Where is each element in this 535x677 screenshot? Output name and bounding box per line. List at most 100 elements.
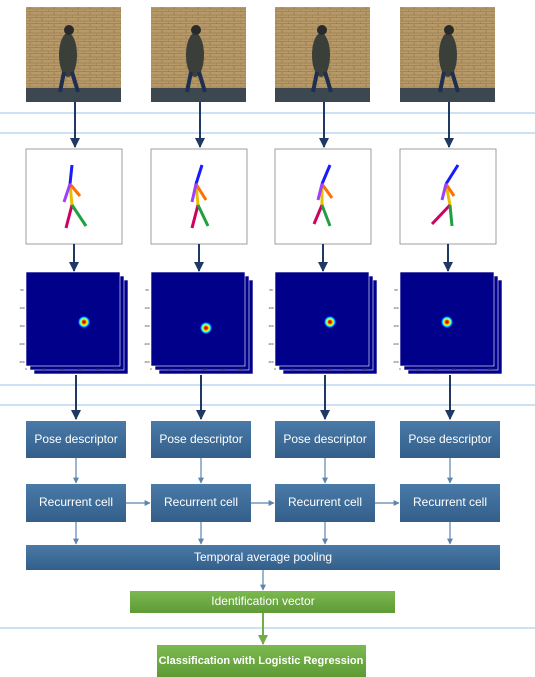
heatmap-peak <box>200 322 212 334</box>
skeleton-limb <box>190 204 200 229</box>
heatmap-tick: 0 <box>399 367 401 371</box>
recurrent-cell-box <box>151 484 251 522</box>
skeleton-limb <box>430 203 452 226</box>
skeleton-limb <box>320 183 334 199</box>
heatmap-tick: 50 <box>42 367 46 371</box>
heatmap-tick: 0 <box>25 367 27 371</box>
skeleton-limb <box>196 204 210 227</box>
heatmap-tick: 250 <box>268 360 273 364</box>
heatmap-tick: 150 <box>19 324 24 328</box>
heatmap-tick: 100 <box>184 367 189 371</box>
heatmap-tick: 50 <box>416 367 420 371</box>
pose-descriptor-label: Pose descriptor <box>159 432 242 446</box>
heatmap-tick: 100 <box>308 367 313 371</box>
pooling-box <box>26 545 500 570</box>
heatmap-tick: 150 <box>268 324 273 328</box>
person <box>439 33 457 77</box>
recurrent-cell-box <box>275 484 375 522</box>
heatmap-tick: 200 <box>19 342 24 346</box>
person <box>59 33 77 77</box>
person-head <box>191 25 201 35</box>
pose-descriptor-box <box>151 421 251 458</box>
heatmap-peak <box>324 316 336 328</box>
separator-lines <box>0 112 535 629</box>
pose-descriptor-label: Pose descriptor <box>283 432 366 446</box>
heatmap-tick: 50 <box>291 367 295 371</box>
skeleton-limb <box>448 204 454 227</box>
identification-label: Identification vector <box>211 594 314 608</box>
heatmap-tick: 250 <box>113 367 118 371</box>
heatmap-tick: 250 <box>393 360 398 364</box>
heatmap-tick: 200 <box>220 367 225 371</box>
recurrent-cell-box <box>26 484 126 522</box>
person <box>186 33 204 77</box>
classification-label: Classification with Logistic Regression <box>159 655 364 667</box>
heatmap-tick: 250 <box>362 367 367 371</box>
skeleton-limb <box>194 183 208 201</box>
recurrent-cell-box <box>400 484 500 522</box>
heatmap-tick: 100 <box>393 306 398 310</box>
heatmap-tick: 50 <box>394 288 398 292</box>
heatmap-tick: 200 <box>95 367 100 371</box>
heatmap <box>150 271 246 367</box>
heatmap-tick: 250 <box>487 367 492 371</box>
heatmap-tick: 200 <box>469 367 474 371</box>
heatmap-tick: 100 <box>144 306 149 310</box>
skeleton-limb <box>312 204 324 225</box>
person-head <box>317 25 327 35</box>
heatmap-tick: 50 <box>167 367 171 371</box>
skeleton-limb <box>62 183 72 203</box>
skeleton-limb <box>320 204 332 227</box>
skeleton-limb <box>194 164 204 185</box>
heatmap-tick: 150 <box>77 367 82 371</box>
heatmap <box>25 271 121 367</box>
heatmap-tick: 100 <box>19 306 24 310</box>
skeleton-limb <box>316 183 324 201</box>
heatmap-peak <box>441 316 453 328</box>
person-legs <box>311 71 333 93</box>
heatmap-tick: 200 <box>344 367 349 371</box>
heatmap-peak <box>78 316 90 328</box>
heatmap-tick: 250 <box>238 367 243 371</box>
heatmap-tick: 0 <box>150 367 152 371</box>
skeleton-box <box>150 148 248 245</box>
classification-box <box>157 645 366 677</box>
heatmap-tick: 250 <box>144 360 149 364</box>
person-legs <box>438 71 460 93</box>
person-legs <box>185 71 207 93</box>
person-head <box>444 25 454 35</box>
heatmap-tick: 150 <box>144 324 149 328</box>
recurrent-cell-label: Recurrent cell <box>164 495 238 509</box>
skeleton-limb <box>68 164 74 185</box>
skeleton-limb <box>64 204 74 229</box>
pose-descriptor-box <box>26 421 126 458</box>
skeleton-limb <box>190 183 198 203</box>
heatmap-tick: 100 <box>268 306 273 310</box>
photo-floor <box>151 88 246 102</box>
pose-descriptor-box <box>275 421 375 458</box>
skeleton-limb <box>444 183 456 197</box>
person-legs <box>58 71 80 93</box>
heatmap <box>274 271 370 367</box>
recurrent-cell-label: Recurrent cell <box>288 495 362 509</box>
photo-floor <box>400 88 495 102</box>
recurrent-cell-label: Recurrent cell <box>39 495 113 509</box>
heatmap-tick: 50 <box>20 288 24 292</box>
photo-floor <box>26 88 121 102</box>
skeleton-box <box>25 148 123 245</box>
recurrent-cell-label: Recurrent cell <box>413 495 487 509</box>
skeleton-limb <box>440 183 448 201</box>
photo-floor <box>275 88 370 102</box>
heatmap-tick: 150 <box>393 324 398 328</box>
heatmap-tick: 200 <box>144 342 149 346</box>
heatmap-tick: 250 <box>19 360 24 364</box>
identification-box <box>130 591 395 613</box>
pooling-label: Temporal average pooling <box>194 550 332 564</box>
skeleton-limb <box>320 164 332 185</box>
person-head <box>64 25 74 35</box>
heatmap-tick: 150 <box>202 367 207 371</box>
heatmap-tick: 0 <box>274 367 276 371</box>
heatmap-tick: 100 <box>59 367 64 371</box>
person <box>312 33 330 77</box>
